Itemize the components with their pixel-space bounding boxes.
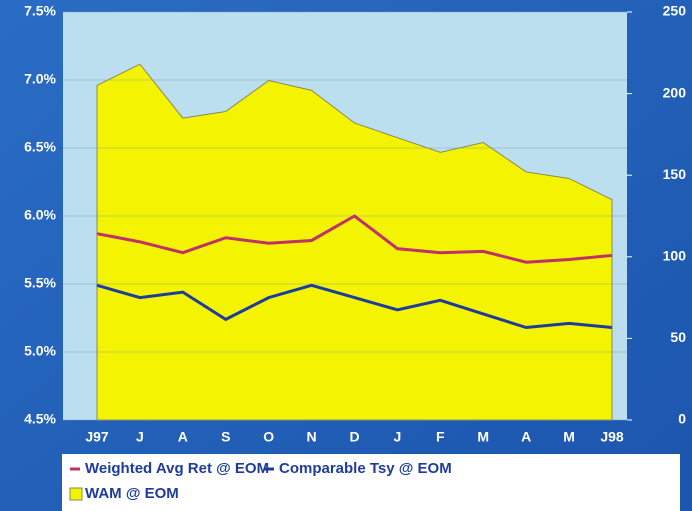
y-tick-label: 6.5% <box>24 139 56 155</box>
x-tick-label: M <box>563 429 575 445</box>
legend-label: WAM @ EOM <box>85 485 179 502</box>
x-tick-label: M <box>477 429 489 445</box>
x-tick-label: D <box>349 429 359 445</box>
legend-label: Comparable Tsy @ EOM <box>279 460 452 477</box>
y-tick-label: 6.0% <box>24 207 56 223</box>
y-tick-label: 5.0% <box>24 343 56 359</box>
y-tick-label: 5.5% <box>24 275 56 291</box>
y-tick-label: 7.5% <box>24 3 56 19</box>
x-tick-label: J97 <box>85 429 109 445</box>
legend: Weighted Avg Ret @ EOM Comparable Tsy @ E… <box>69 460 452 502</box>
x-tick-label: J <box>136 429 144 445</box>
y2-tick-label: 200 <box>663 84 687 100</box>
legend-box <box>62 454 680 511</box>
y2-tick-label: 250 <box>663 3 687 19</box>
y-tick-label: 7.0% <box>24 71 56 87</box>
legend-swatch <box>264 467 274 471</box>
legend-label: Weighted Avg Ret @ EOM <box>85 460 269 477</box>
y2-tick-label: 150 <box>663 166 687 182</box>
x-tick-label: A <box>178 429 188 445</box>
y-tick-label: 4.5% <box>24 411 56 427</box>
x-tick-label: J <box>394 429 402 445</box>
legend-swatch <box>69 487 83 501</box>
x-tick-label: A <box>521 429 531 445</box>
legend-swatch <box>70 467 80 471</box>
y2-tick-label: 100 <box>663 248 687 264</box>
line <box>96 283 613 330</box>
y2-tick-label: 50 <box>670 329 686 345</box>
x-tick-label: O <box>263 429 274 445</box>
x-tick-label: F <box>436 429 445 445</box>
x-tick-label: J98 <box>600 429 624 445</box>
y2-tick-label: 0 <box>678 411 686 427</box>
line <box>96 214 613 264</box>
area <box>96 63 613 421</box>
x-tick-label: N <box>307 429 317 445</box>
x-tick-label: S <box>221 429 230 445</box>
